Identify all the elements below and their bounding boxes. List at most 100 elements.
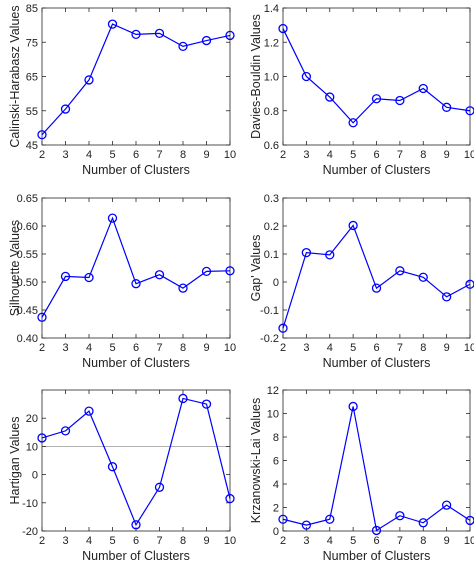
x-tick-label: 4: [327, 149, 333, 161]
x-tick-label: 2: [39, 342, 45, 354]
x-tick-label: 8: [180, 149, 186, 161]
data-point: [441, 500, 452, 510]
x-tick-label: 5: [350, 342, 356, 354]
y-tick-label: 0.60: [17, 221, 38, 233]
x-tick-label: 8: [420, 535, 426, 547]
x-tick-label: 8: [180, 342, 186, 354]
data-point: [107, 462, 118, 472]
y-axis-label: Krzanowski-Lai Values: [249, 398, 263, 524]
data-point: [84, 272, 94, 283]
data-point: [154, 270, 165, 280]
y-tick-label: 0.55: [17, 249, 38, 261]
y-axis-label: Silhouette Values: [8, 220, 22, 316]
series-line: [41, 397, 231, 527]
x-tick-label: 4: [327, 535, 333, 547]
data-point: [178, 393, 188, 404]
y-tick-label: 0.65: [17, 193, 38, 205]
y-tick-label: 10: [267, 409, 279, 421]
y-tick-label: 8: [273, 432, 279, 444]
x-tick-label: 6: [373, 149, 379, 161]
y-tick-label: 0.50: [17, 277, 38, 289]
x-tick-label: 9: [444, 535, 450, 547]
data-point: [465, 106, 474, 116]
y-axis-label: Calinski-Harabasz Values: [8, 5, 22, 147]
y-axis-label: Hartigan Values: [8, 416, 22, 504]
y-tick-label: 6: [273, 456, 279, 468]
y-tick-label: 1.2: [264, 37, 279, 49]
data-point: [131, 279, 141, 289]
x-tick-label: 5: [109, 342, 115, 354]
y-tick-label: 20: [26, 413, 38, 425]
x-tick-label: 7: [397, 149, 403, 161]
y-tick-label: 0: [273, 277, 279, 289]
x-tick-label: 3: [303, 149, 309, 161]
data-point: [154, 482, 165, 492]
y-tick-label: 0.45: [17, 305, 38, 317]
data-point: [348, 118, 358, 128]
y-tick-label: 1.0: [264, 72, 279, 84]
x-tick-label: 2: [39, 535, 45, 547]
x-tick-label: 9: [444, 149, 450, 161]
data-point: [154, 28, 165, 38]
y-tick-label: 0: [273, 526, 279, 538]
data-point: [325, 514, 335, 524]
data-point: [465, 515, 474, 526]
x-tick-label: 7: [156, 342, 162, 354]
data-point: [178, 283, 188, 293]
data-point: [348, 220, 358, 231]
x-tick-label: 8: [180, 535, 186, 547]
data-point: [465, 279, 474, 289]
y-tick-label: 4: [273, 479, 279, 491]
y-tick-label: -10: [22, 498, 38, 510]
x-tick-label: 6: [133, 149, 139, 161]
x-tick-label: 2: [280, 149, 286, 161]
data-point: [107, 19, 118, 29]
data-point: [418, 272, 428, 282]
x-tick-label: 2: [39, 149, 45, 161]
x-tick-label: 10: [464, 149, 474, 161]
x-tick-label: 10: [464, 535, 474, 547]
x-tick-label: 9: [203, 342, 209, 354]
x-axis-label: Number of Clusters: [82, 163, 190, 177]
axes-frame: [282, 7, 471, 146]
data-point: [441, 102, 452, 112]
series-line: [41, 216, 231, 318]
y-tick-label: 2: [273, 503, 279, 515]
data-point: [225, 266, 235, 276]
y-tick-label: 0: [32, 470, 38, 482]
data-point: [348, 401, 358, 412]
data-point: [84, 406, 94, 416]
y-tick-label: 0.8: [264, 106, 279, 118]
y-tick-label: 0.1: [264, 249, 279, 261]
data-point: [395, 511, 405, 521]
x-tick-label: 6: [373, 535, 379, 547]
x-tick-label: 9: [203, 535, 209, 547]
series-line: [282, 28, 471, 124]
data-point: [37, 433, 47, 443]
x-axis-label: Number of Clusters: [323, 549, 431, 561]
data-point: [201, 399, 212, 409]
data-point: [371, 525, 382, 536]
x-tick-label: 7: [156, 149, 162, 161]
x-tick-label: 8: [420, 149, 426, 161]
x-tick-label: 2: [280, 535, 286, 547]
x-tick-label: 7: [397, 342, 403, 354]
panel-davies-bouldin-values: 2 3 4 5 6 7 8 9 10 0.6 0.8 1.0 1.2 1.4 Number of Clust…: [249, 3, 474, 177]
x-tick-label: 3: [62, 342, 68, 354]
y-tick-label: -0.1: [260, 305, 279, 317]
y-tick-label: 10: [26, 441, 38, 453]
panel-silhouette-values: 2 3 4 5 6 7 8 9 10 0.40 0.45 0.50 0.55 0.60 0.65 Number…: [8, 193, 236, 370]
data-point: [60, 104, 71, 114]
x-axis-label: Number of Clusters: [82, 356, 190, 370]
data-point: [395, 95, 405, 106]
x-tick-label: 5: [109, 149, 115, 161]
data-point: [301, 71, 312, 82]
x-tick-label: 6: [133, 342, 139, 354]
y-tick-label: 45: [26, 140, 38, 152]
data-point: [201, 35, 212, 46]
y-tick-label: 85: [26, 3, 38, 15]
y-axis-label: Davies-Bouldin Values: [249, 14, 263, 139]
data-point: [60, 426, 71, 436]
